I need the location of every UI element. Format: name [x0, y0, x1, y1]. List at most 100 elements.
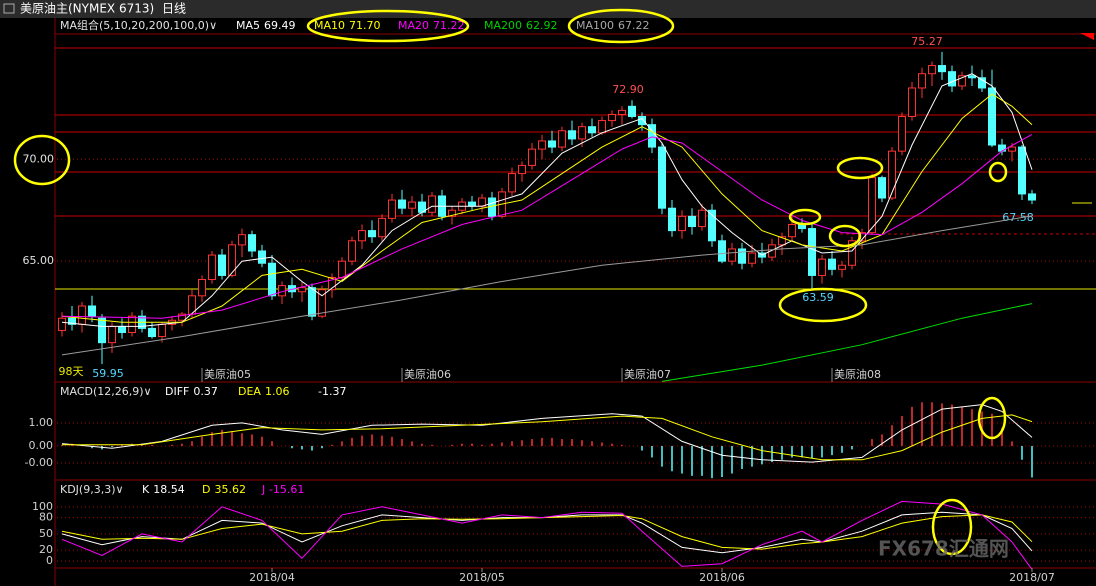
candle-body [688, 215, 696, 228]
candle-body [718, 240, 726, 262]
legend-name: K [142, 483, 150, 496]
candle-body [638, 116, 646, 126]
candle-body [838, 264, 846, 270]
highlight-ring [306, 9, 470, 43]
highlight-ring [931, 498, 973, 556]
contract-label: 美原油08 [834, 367, 881, 381]
legend-value: -1.37 [318, 385, 346, 398]
candle-body [268, 262, 276, 297]
highlight-ring [567, 8, 675, 44]
candle-body [408, 201, 416, 209]
legend-entry: DIFF 0.37 [165, 385, 218, 398]
candle-body [788, 223, 796, 238]
corner-marker [1080, 33, 1094, 40]
legend-entry: MACD-1.37 [318, 385, 346, 398]
candle-body [538, 140, 546, 150]
legend-value: 71.70 [349, 19, 381, 32]
highlight-ring [977, 396, 1007, 440]
candle-body [598, 120, 606, 134]
candle-body [828, 258, 836, 270]
candle-body [88, 305, 96, 317]
panel-legend: KDJ(9,3,3)∨ [60, 483, 124, 496]
y-tick-label: -0.00 [25, 456, 53, 469]
candle-body [948, 71, 956, 87]
legend-value: 0.37 [193, 385, 218, 398]
candle-body [918, 73, 926, 89]
legend-entry: MA100 67.22 [576, 19, 650, 32]
candle-body [738, 248, 746, 264]
candle-body [308, 287, 316, 317]
candle-body [468, 201, 476, 207]
candle-body [68, 317, 76, 325]
legend-value: 67.22 [618, 19, 650, 32]
highlights [13, 8, 1008, 556]
price-annotation: 67.58 [1002, 211, 1034, 224]
price-annotation: 63.59 [802, 291, 834, 304]
legend-name: MA20 [398, 19, 429, 32]
window-icon[interactable] [3, 3, 15, 14]
panel-legend: MACD(12,26,9)∨ [60, 385, 152, 398]
indicator-line [61, 511, 1033, 554]
candle-body [218, 254, 226, 276]
candle-body [158, 323, 166, 338]
y-tick-label: 1.00 [29, 416, 54, 429]
watermark: FX678汇通网 [878, 537, 1009, 561]
candle-body [908, 87, 916, 118]
candle-body [958, 75, 966, 87]
candle-body [528, 148, 536, 166]
candle-body [58, 317, 66, 331]
candle-body [228, 244, 236, 276]
highlight-ring [988, 161, 1008, 183]
candle-body [98, 317, 106, 344]
candle-body [238, 234, 246, 246]
candle-body [108, 325, 116, 344]
candle-body [148, 327, 156, 338]
price-annotation: 72.90 [612, 83, 644, 96]
candle-body [978, 77, 986, 89]
candle-body [748, 252, 756, 264]
indicator-line [61, 500, 1033, 570]
candle-body [488, 197, 496, 217]
legend-value: 69.49 [264, 19, 296, 32]
y-tick-label: 80 [39, 511, 53, 524]
y-tick-label: 0 [46, 554, 53, 567]
contract-label: 美原油06 [404, 367, 451, 381]
candle-body [338, 260, 346, 278]
legend-entry: J -15.61 [261, 483, 304, 496]
dropdown-caret: ∨ [209, 19, 217, 32]
period-selector[interactable]: 日线 [162, 2, 186, 16]
price-annotation: 75.27 [911, 35, 943, 48]
candle-body [318, 289, 326, 317]
indicator-line [61, 404, 1033, 463]
y-tick-label: 20 [39, 543, 53, 556]
candle-body [548, 140, 556, 148]
candle-body [518, 164, 526, 175]
candle-body [708, 209, 716, 242]
legend-name: DIFF [165, 385, 189, 398]
x-tick-label: 2018/07 [1009, 571, 1055, 584]
candle-body [378, 217, 386, 238]
x-tick-label: 2018/05 [459, 571, 505, 584]
indicator-name: KDJ(9,3,3) [60, 483, 116, 496]
candle-body [398, 199, 406, 209]
indicator-line [61, 73, 1033, 327]
instrument-title: 美原油主(NYMEX 6713) [20, 2, 154, 16]
candle-body [858, 232, 866, 242]
candle-body [1018, 146, 1026, 195]
indicator-line [62, 414, 1033, 461]
candle-body [658, 146, 666, 209]
legend-value: 62.92 [526, 19, 558, 32]
candle-body [608, 113, 616, 122]
candle-body [558, 130, 566, 148]
indicator-name: MACD(12,26,9) [60, 385, 144, 398]
candle-body [628, 105, 636, 118]
legend-entry: MA200 62.92 [484, 19, 558, 32]
price-annotation: 59.95 [92, 367, 124, 380]
legend-entry: MA20 71.22 [398, 19, 465, 32]
y-tick-label: 0.00 [29, 439, 54, 452]
y-tick-label: 70.00 [23, 152, 55, 165]
highlight-ring [828, 224, 862, 248]
candle-body [588, 126, 596, 134]
candle-body [848, 240, 856, 266]
